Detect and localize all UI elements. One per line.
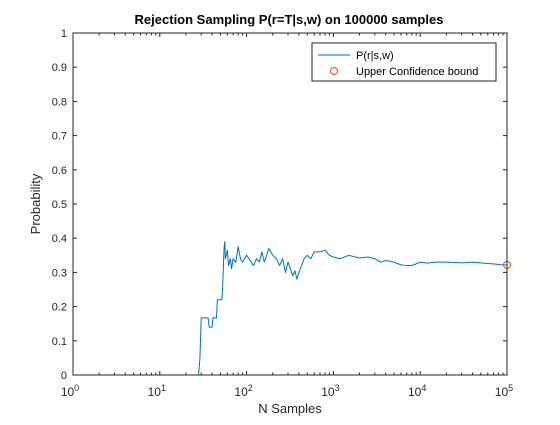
x-tick-label: 104 <box>408 383 426 399</box>
x-tick-label: 102 <box>234 383 252 399</box>
y-tick-label: 0.7 <box>52 131 67 143</box>
y-tick-label: 0.6 <box>52 165 67 177</box>
axis-ticks <box>72 32 508 376</box>
legend-box <box>311 42 497 82</box>
y-axis-label: Probability <box>28 173 43 234</box>
y-tick-label: 0.5 <box>52 199 67 211</box>
legend-entry-marker: Upper Confidence bound <box>356 66 478 78</box>
y-tick-label: 0 <box>61 370 67 382</box>
y-tick-label: 0.4 <box>52 233 67 245</box>
legend: P(r|s,w) Upper Confidence bound <box>311 42 497 82</box>
y-tick-label: 0.8 <box>52 96 67 108</box>
y-tick-label: 0.1 <box>52 336 67 348</box>
y-tick-labels: 0 0.1 0.2 0.3 0.4 0.5 0.6 0.7 0.8 0.9 1 <box>52 28 67 382</box>
legend-swatch-marker <box>330 67 338 75</box>
y-tick-label: 0.3 <box>52 267 67 279</box>
y-tick-label: 1 <box>61 28 67 40</box>
x-tick-label: 101 <box>148 383 166 399</box>
x-axis-label: N Samples <box>258 401 322 416</box>
x-tick-label: 103 <box>321 383 339 399</box>
series-line <box>99 241 507 376</box>
x-tick-label: 100 <box>61 383 79 399</box>
x-tick-labels: 100 101 102 103 104 105 <box>61 383 513 399</box>
y-tick-label: 0.9 <box>52 62 67 74</box>
legend-entry-line: P(r|s,w) <box>356 50 394 62</box>
chart-title: Rejection Sampling P(r=T|s,w) on 100000 … <box>135 12 444 27</box>
plot-area <box>73 33 507 375</box>
y-tick-label: 0.2 <box>52 302 67 314</box>
x-tick-label: 105 <box>495 383 513 399</box>
